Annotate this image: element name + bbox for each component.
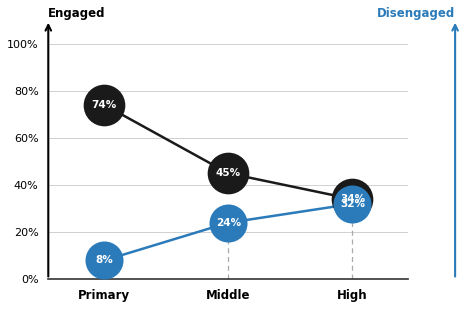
Point: [224, 220, 232, 225]
Point: [348, 201, 356, 206]
Text: 8%: 8%: [95, 256, 113, 265]
Text: Disengaged: Disengaged: [376, 7, 454, 20]
Text: 74%: 74%: [91, 100, 117, 110]
Text: 34%: 34%: [339, 194, 364, 204]
Point: [100, 102, 107, 107]
Text: 32%: 32%: [339, 199, 364, 209]
Point: [224, 171, 232, 176]
Text: 24%: 24%: [215, 218, 240, 228]
Point: [348, 197, 356, 202]
Point: [100, 258, 107, 263]
Text: Engaged: Engaged: [48, 7, 106, 20]
Text: 45%: 45%: [215, 168, 240, 178]
